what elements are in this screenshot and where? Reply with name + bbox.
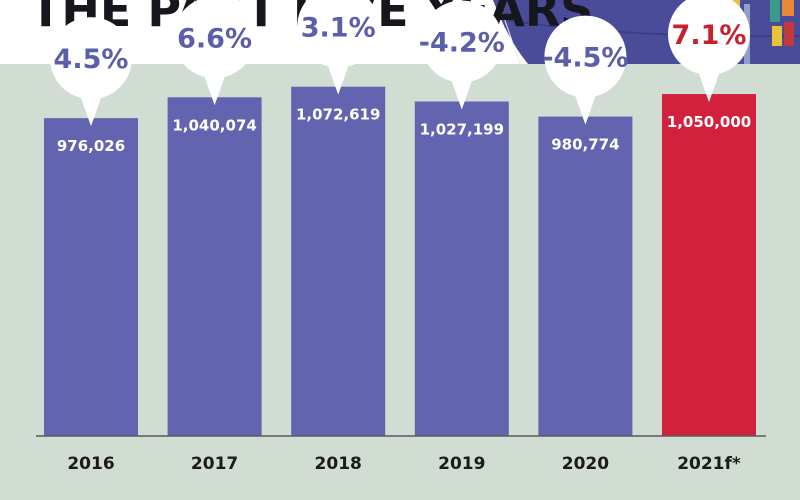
change-label-2020: -4.5% bbox=[542, 43, 628, 74]
change-bubble-pointer-2020 bbox=[574, 93, 597, 125]
category-label-2020: 2020 bbox=[562, 454, 609, 474]
change-label-2018: 3.1% bbox=[301, 13, 376, 44]
category-label-2017: 2017 bbox=[191, 454, 238, 474]
bar-2018 bbox=[291, 86, 386, 436]
change-label-2017: 6.6% bbox=[177, 23, 252, 54]
change-bubble-pointer-2017 bbox=[203, 74, 226, 106]
change-label-2016: 4.5% bbox=[54, 44, 129, 75]
change-bubble-2018 bbox=[297, 0, 380, 68]
change-label-2019: -4.2% bbox=[419, 27, 505, 58]
bar-2019 bbox=[414, 101, 509, 437]
change-bubble-2019 bbox=[420, 0, 503, 83]
change-bubble-2017 bbox=[173, 0, 256, 79]
bar-value-label-2021f*: 1,050,000 bbox=[667, 113, 751, 131]
change-bubble-pointer-2019 bbox=[450, 78, 473, 110]
bar-value-label-2019: 1,027,199 bbox=[420, 120, 504, 138]
change-bubble-pointer-2018 bbox=[327, 63, 350, 95]
change-bubble-pointer-2021f* bbox=[698, 71, 720, 103]
change-bubble-2020 bbox=[544, 15, 627, 98]
category-label-2018: 2018 bbox=[315, 454, 362, 474]
category-label-2019: 2019 bbox=[438, 454, 485, 474]
category-label-2016: 2016 bbox=[67, 454, 114, 474]
bar-2020 bbox=[538, 116, 633, 436]
bar-2021f* bbox=[662, 94, 756, 436]
bar-value-label-2016: 976,026 bbox=[57, 137, 125, 155]
bars-group: 976,026 4.5% 2016 1,040,074 6.6% 2017 1,072,61… bbox=[44, 0, 756, 474]
change-bubble-2021f* bbox=[668, 0, 750, 76]
bar-2016 bbox=[44, 118, 138, 437]
bar-2017 bbox=[167, 97, 262, 436]
bar-value-label-2017: 1,040,074 bbox=[172, 116, 256, 134]
bar-value-label-2020: 980,774 bbox=[551, 136, 619, 154]
bar-value-label-2018: 1,072,619 bbox=[296, 106, 380, 124]
change-bubble-pointer-2016 bbox=[80, 95, 102, 127]
change-bubble-2016 bbox=[50, 17, 132, 100]
category-label-2021f*: 2021f* bbox=[677, 454, 741, 474]
change-label-2021f*: 7.1% bbox=[672, 20, 747, 51]
